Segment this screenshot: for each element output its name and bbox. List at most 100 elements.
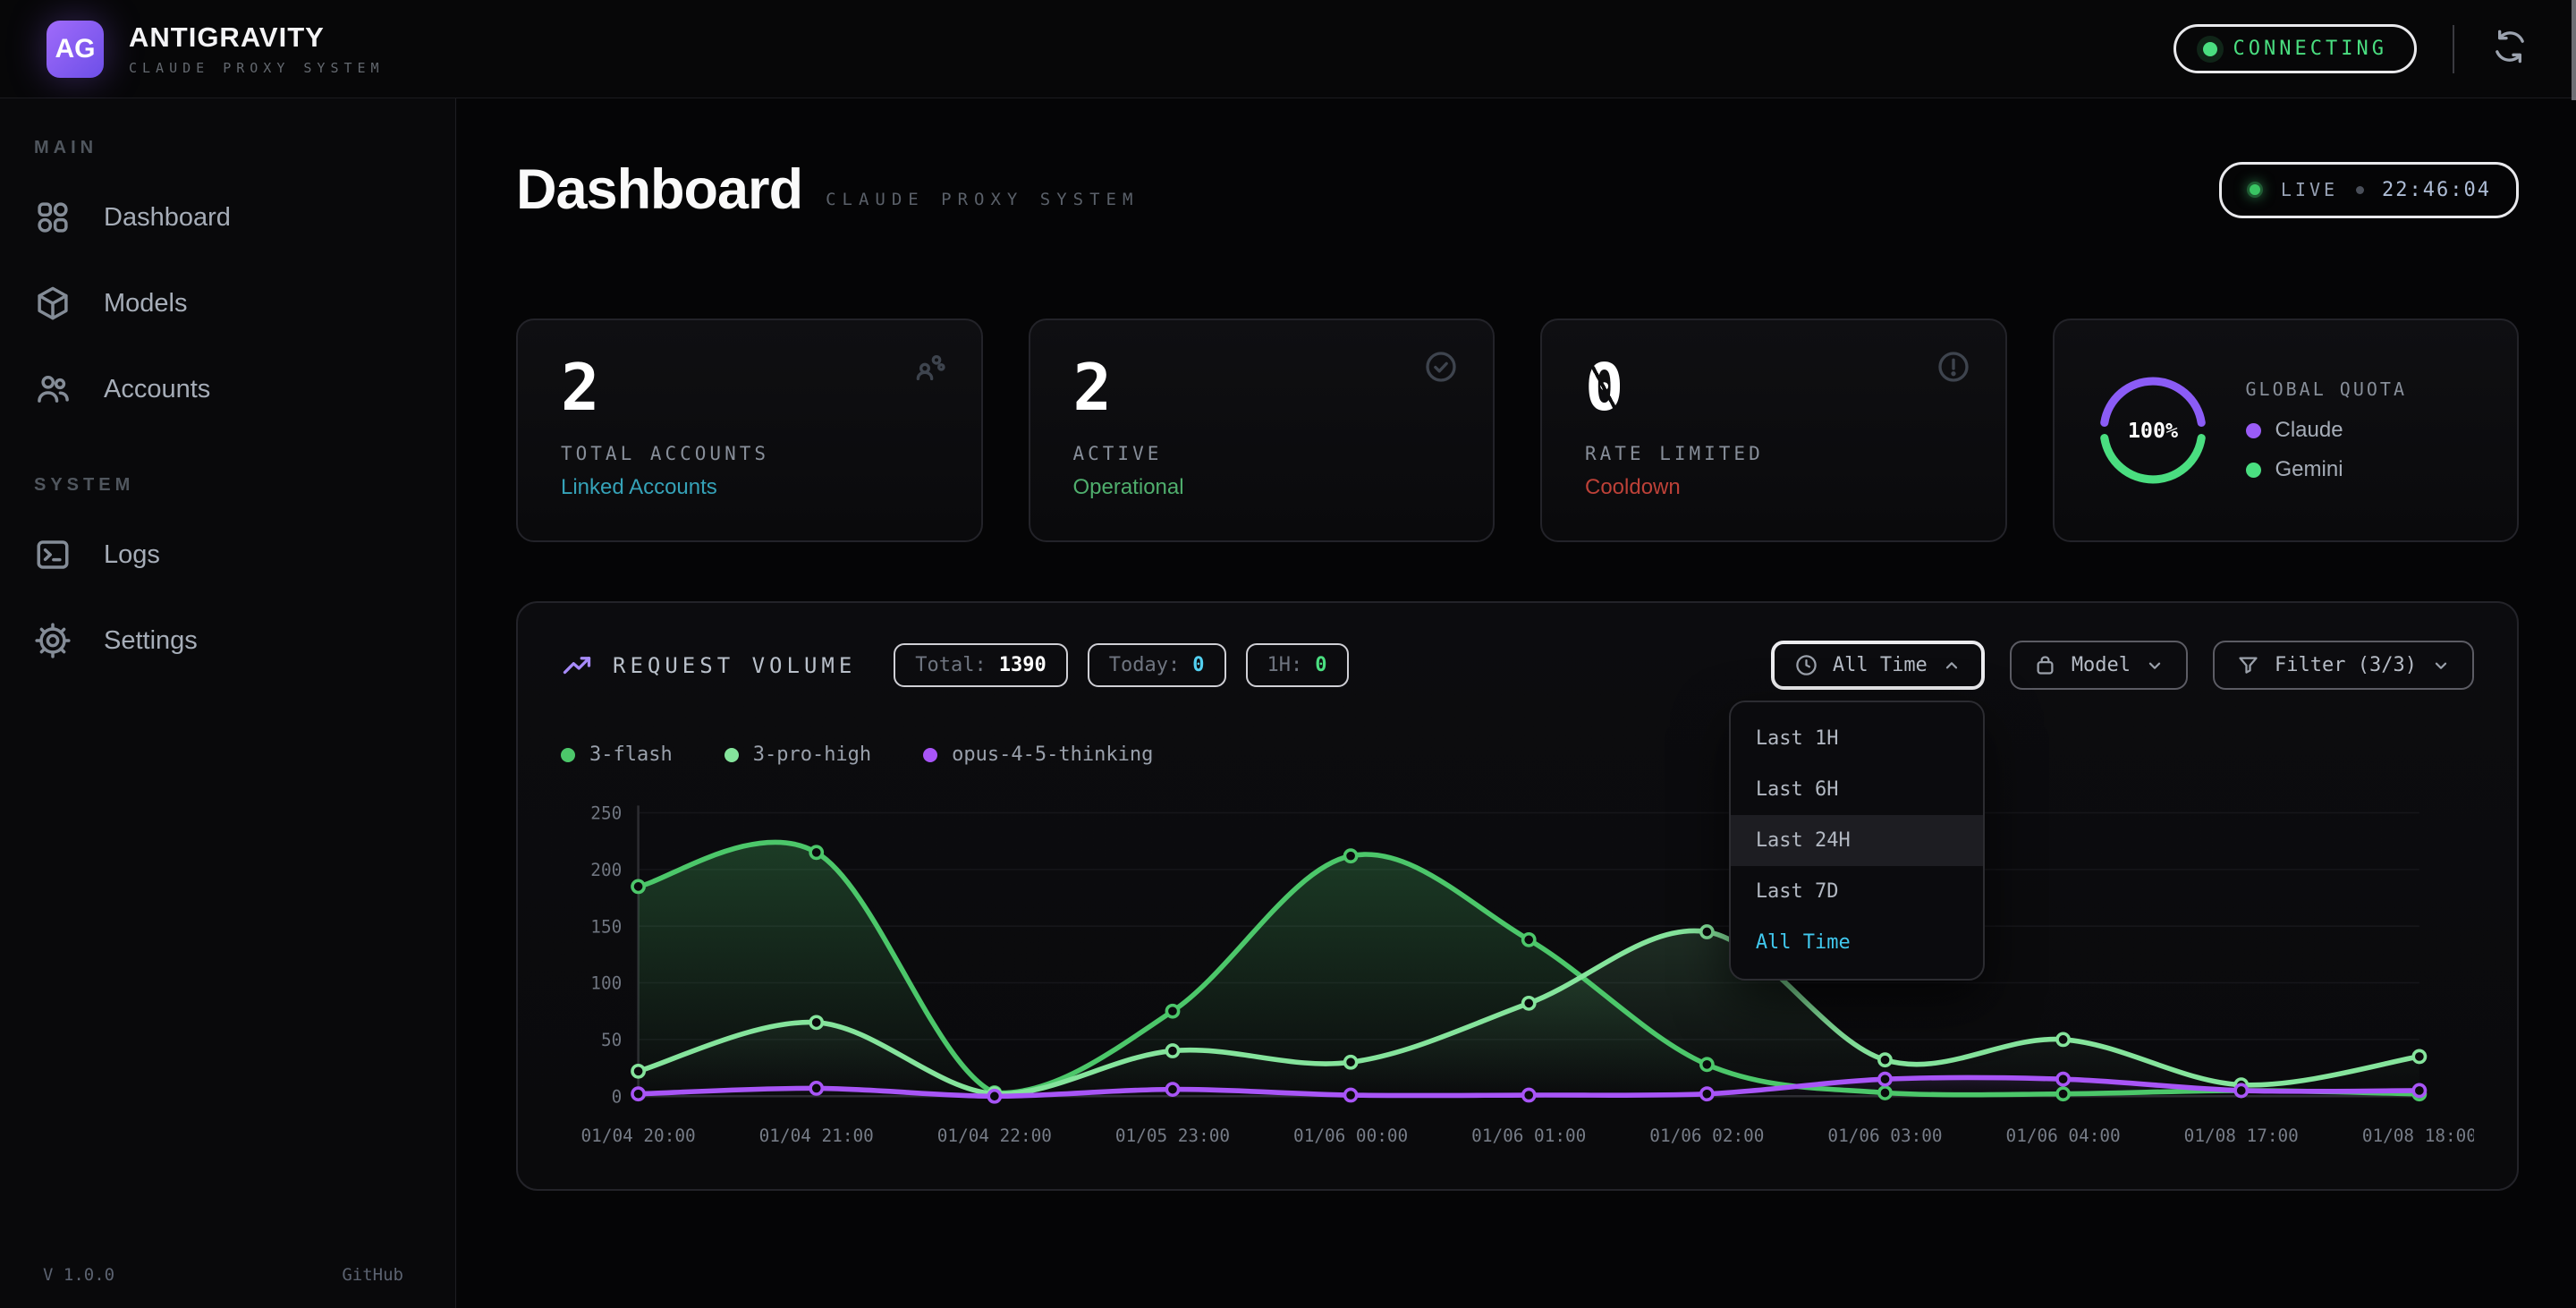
sidebar-item-settings[interactable]: Settings [0, 612, 455, 669]
quota-legend-item: Claude [2246, 418, 2408, 443]
connection-status-badge: CONNECTING [2174, 24, 2417, 73]
cube-icon [34, 285, 72, 322]
badge-label: 1H: [1267, 654, 1303, 676]
app-header: AG ANTIGRAVITY CLAUDE PROXY SYSTEM CONNE… [0, 0, 2576, 98]
chart-area: 05010015020025001/04 20:0001/04 21:0001/… [561, 789, 2474, 1153]
dropdown-item-last-1h[interactable]: Last 1H [1731, 713, 1983, 764]
series-dot-icon [923, 748, 937, 762]
scrollbar-thumb[interactable] [2572, 0, 2576, 100]
stat-sublabel: Linked Accounts [561, 475, 938, 500]
series-dot-icon [561, 748, 575, 762]
refresh-icon [2492, 29, 2528, 69]
quota-legend: Claude Gemini [2246, 418, 2408, 482]
request-volume-chart: 05010015020025001/04 20:0001/04 21:0001/… [561, 789, 2474, 1153]
dropdown-item-last-7d[interactable]: Last 7D [1731, 866, 1983, 917]
chart-controls: All Time Last 1H Last 6H Last 24H Last 7… [1771, 641, 2474, 690]
quota-donut: 100% [2097, 375, 2208, 486]
svg-text:01/04 21:00: 01/04 21:00 [759, 1125, 874, 1146]
stat-label: RATE LIMITED [1585, 443, 1962, 464]
badge-value: 1390 [999, 654, 1046, 676]
chevron-down-icon [2145, 656, 2165, 675]
legend-item-3-pro-high[interactable]: 3-pro-high [724, 743, 871, 766]
sidebar-item-dashboard[interactable]: Dashboard [0, 189, 455, 246]
brand-text: ANTIGRAVITY CLAUDE PROXY SYSTEM [129, 21, 385, 76]
stat-label: TOTAL ACCOUNTS [561, 443, 938, 464]
svg-text:100: 100 [590, 973, 622, 994]
page-header: Dashboard CLAUDE PROXY SYSTEM LIVE 22:46… [516, 157, 2519, 222]
request-volume-panel: REQUEST VOLUME Total: 1390 Today: 0 1H: … [516, 601, 2519, 1191]
legend-label: 3-flash [589, 743, 673, 766]
stat-sublabel: Cooldown [1585, 475, 1962, 500]
model-filter-button[interactable]: Model [2010, 641, 2188, 690]
grid-icon [34, 199, 72, 236]
legend-item-3-flash[interactable]: 3-flash [561, 743, 673, 766]
svg-text:0: 0 [612, 1086, 623, 1107]
gear-icon [34, 622, 72, 659]
stat-value: 0 [1585, 352, 1623, 423]
series-dot-icon [724, 748, 739, 762]
box-icon [2033, 653, 2057, 677]
trending-up-icon [561, 650, 593, 682]
sidebar-item-label: Settings [104, 626, 198, 656]
sidebar-item-label: Accounts [104, 375, 210, 404]
quota-label: GLOBAL QUOTA [2246, 378, 2408, 400]
app-version: V 1.0.0 [43, 1265, 114, 1285]
filter-label: Filter (3/3) [2275, 654, 2417, 676]
time-range-button[interactable]: All Time [1771, 641, 1985, 690]
sidebar-item-accounts[interactable]: Accounts [0, 361, 455, 418]
dropdown-item-all-time[interactable]: All Time [1731, 917, 1983, 968]
app-name: ANTIGRAVITY [129, 21, 385, 54]
live-clock: 22:46:04 [2382, 179, 2491, 201]
chart-legend: 3-flash 3-pro-high opus-4-5-thinking [561, 743, 2474, 766]
global-quota-card: 100% GLOBAL QUOTA Claude Gemini [2053, 319, 2520, 542]
svg-text:01/04 22:00: 01/04 22:00 [937, 1125, 1052, 1146]
badge-value: 0 [1315, 654, 1326, 676]
status-dot-icon [2203, 42, 2217, 56]
stat-card-active: 2 ACTIVE Operational [1029, 319, 1496, 542]
filter-button[interactable]: Filter (3/3) [2213, 641, 2474, 690]
svg-text:50: 50 [601, 1030, 622, 1050]
users-icon [911, 349, 947, 385]
stat-value: 2 [561, 352, 599, 423]
legend-item-opus-4-5-thinking[interactable]: opus-4-5-thinking [923, 743, 1153, 766]
svg-text:01/06 03:00: 01/06 03:00 [1827, 1125, 1942, 1146]
badge-value: 0 [1192, 654, 1204, 676]
time-range-dropdown: Last 1H Last 6H Last 24H Last 7D All Tim… [1729, 701, 1985, 981]
stat-card-rate-limited: 0 RATE LIMITED Cooldown [1540, 319, 2007, 542]
chart-title: REQUEST VOLUME [613, 653, 856, 678]
chevron-up-icon [1942, 656, 1962, 675]
live-label: LIVE [2281, 179, 2338, 200]
clock-icon [1794, 653, 1818, 677]
funnel-icon [2236, 653, 2260, 677]
chevron-down-icon [2431, 656, 2451, 675]
page-subtitle: CLAUDE PROXY SYSTEM [826, 190, 1139, 209]
app-subtitle: CLAUDE PROXY SYSTEM [129, 60, 385, 76]
dot-separator-icon [2356, 186, 2364, 194]
svg-text:200: 200 [590, 860, 622, 880]
live-dot-icon [2247, 182, 2263, 198]
chart-panel-header: REQUEST VOLUME Total: 1390 Today: 0 1H: … [561, 641, 2474, 690]
check-circle-icon [1423, 349, 1459, 385]
one-hour-badge: 1H: 0 [1246, 643, 1349, 687]
refresh-button[interactable] [2490, 30, 2529, 69]
sidebar-item-label: Models [104, 289, 188, 319]
svg-text:01/04 20:00: 01/04 20:00 [581, 1125, 696, 1146]
stat-sublabel: Operational [1073, 475, 1451, 500]
sidebar-item-models[interactable]: Models [0, 275, 455, 332]
quota-legend-item: Gemini [2246, 457, 2408, 482]
alert-circle-icon [1936, 349, 1971, 385]
sidebar-item-logs[interactable]: Logs [0, 526, 455, 583]
live-badge: LIVE 22:46:04 [2219, 162, 2519, 218]
svg-text:01/06 00:00: 01/06 00:00 [1293, 1125, 1408, 1146]
svg-text:01/06 01:00: 01/06 01:00 [1471, 1125, 1586, 1146]
page-title: Dashboard [516, 157, 802, 222]
stat-card-total-accounts: 2 TOTAL ACCOUNTS Linked Accounts [516, 319, 983, 542]
legend-label: 3-pro-high [753, 743, 871, 766]
badge-label: Today: [1109, 654, 1180, 676]
dropdown-item-last-6h[interactable]: Last 6H [1731, 764, 1983, 815]
dropdown-item-last-24h[interactable]: Last 24H [1731, 815, 1983, 866]
gemini-dot-icon [2246, 463, 2261, 478]
nav-section-label: MAIN [34, 138, 455, 158]
terminal-icon [34, 536, 72, 573]
github-link[interactable]: GitHub [342, 1265, 403, 1285]
